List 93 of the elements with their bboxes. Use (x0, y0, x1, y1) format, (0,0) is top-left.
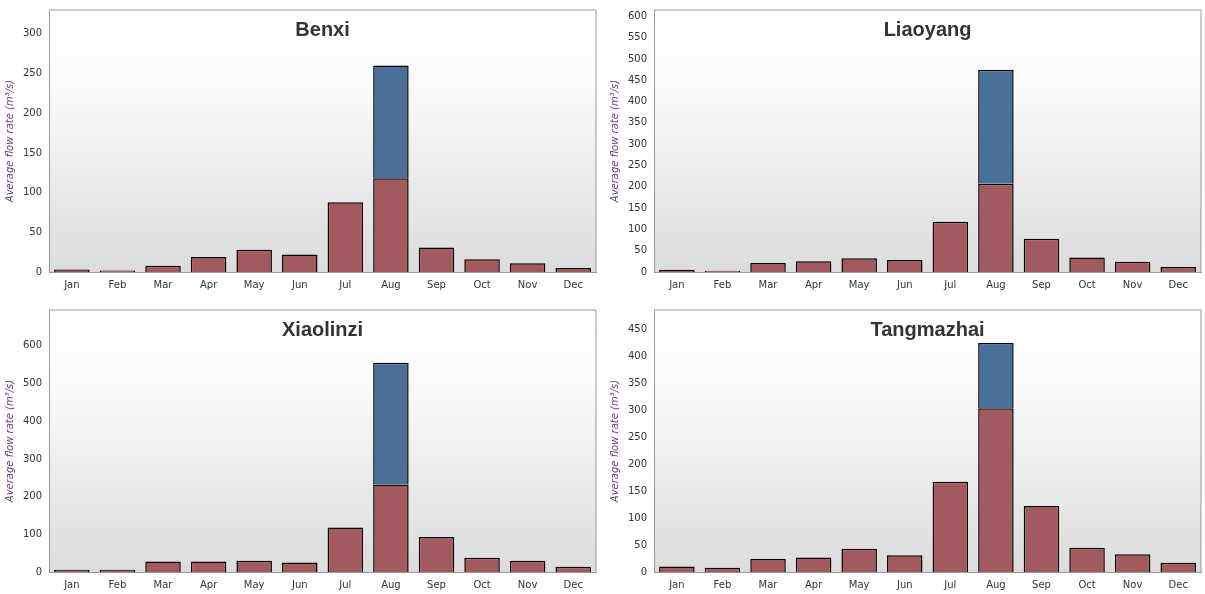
y-tick-label: 250 (627, 159, 648, 171)
y-tick-label: 0 (640, 265, 648, 277)
y-axis-title: Average flow rate (m³/s) (608, 79, 620, 204)
x-tick-label: Jun (290, 278, 308, 290)
chart-title: Benxi (295, 17, 350, 40)
x-tick-label: May (848, 578, 870, 590)
x-tick-label: Oct (473, 278, 491, 290)
x-tick-label: Sep (427, 278, 446, 290)
y-tick-label: 450 (627, 73, 648, 85)
x-tick-label: May (243, 578, 265, 590)
y-tick-label: 250 (22, 67, 43, 79)
x-tick-label: Nov (517, 278, 538, 290)
y-tick-label: 0 (35, 565, 43, 577)
x-tick-label: Jan (668, 578, 685, 590)
x-tick-label: Jan (63, 578, 80, 590)
y-tick-label: 150 (22, 146, 43, 158)
x-tick-label: Dec (563, 278, 583, 290)
x-tick-label: Oct (473, 578, 491, 590)
y-tick-label: 350 (627, 376, 648, 388)
x-tick-label: Mar (153, 278, 174, 290)
x-tick-label: Mar (758, 278, 779, 290)
y-tick-label: 550 (627, 31, 648, 43)
x-tick-label: Jan (668, 278, 685, 290)
y-tick-label: 150 (627, 484, 648, 496)
x-tick-label: Jun (290, 578, 308, 590)
x-tick-label: Aug (986, 578, 1006, 590)
y-tick-label: 300 (22, 27, 43, 39)
y-tick-label: 100 (22, 186, 43, 198)
x-tick-label: Aug (381, 278, 401, 290)
x-tick-label: Dec (563, 578, 583, 590)
y-tick-label: 400 (627, 95, 648, 107)
x-tick-label: Jul (338, 578, 352, 590)
chart-title: Tangmazhai (870, 317, 985, 340)
x-tick-label: Feb (108, 278, 127, 290)
x-tick-label: Jul (338, 278, 352, 290)
x-tick-label: Jun (895, 278, 913, 290)
y-tick-label: 50 (634, 244, 648, 256)
y-tick-label: 50 (634, 538, 648, 550)
y-tick-label: 200 (627, 457, 648, 469)
y-tick-label: 600 (627, 9, 648, 21)
x-tick-label: Dec (1168, 278, 1188, 290)
x-tick-label: Feb (713, 578, 732, 590)
x-tick-label: Mar (153, 578, 174, 590)
x-tick-label: Nov (517, 578, 538, 590)
y-tick-label: 50 (29, 225, 43, 237)
y-tick-label: 500 (22, 377, 43, 389)
y-tick-label: 400 (22, 414, 43, 426)
x-tick-label: Mar (758, 578, 779, 590)
y-tick-label: 200 (627, 180, 648, 192)
x-tick-label: Oct (1078, 278, 1096, 290)
y-tick-label: 400 (627, 349, 648, 361)
x-tick-label: Aug (381, 578, 401, 590)
x-tick-label: Aug (986, 278, 1006, 290)
y-tick-label: 200 (22, 106, 43, 118)
x-tick-label: Apr (199, 578, 219, 590)
x-tick-label: Jul (943, 578, 957, 590)
x-tick-label: Jan (63, 278, 80, 290)
chart-title: Liaoyang (883, 17, 972, 40)
x-tick-label: Jul (943, 278, 957, 290)
x-tick-label: Apr (199, 278, 219, 290)
y-tick-label: 600 (22, 339, 43, 351)
y-tick-label: 300 (627, 403, 648, 415)
x-tick-label: Nov (1122, 278, 1143, 290)
chart-title: Xiaolinzi (281, 317, 364, 340)
x-tick-label: Sep (427, 578, 446, 590)
x-tick-label: Sep (1032, 578, 1051, 590)
x-tick-label: Dec (1168, 578, 1188, 590)
y-tick-label: 100 (627, 511, 648, 523)
x-tick-label: Sep (1032, 278, 1051, 290)
x-tick-label: Apr (804, 578, 824, 590)
x-tick-label: Jun (895, 578, 913, 590)
y-tick-label: 150 (627, 201, 648, 213)
y-axis-title: Average flow rate (m³/s) (3, 79, 15, 204)
x-tick-label: Oct (1078, 578, 1096, 590)
x-tick-label: May (848, 278, 870, 290)
y-tick-label: 200 (22, 490, 43, 502)
y-tick-label: 450 (627, 322, 648, 334)
y-tick-label: 100 (22, 527, 43, 539)
y-tick-label: 250 (627, 430, 648, 442)
y-tick-label: 0 (640, 565, 648, 577)
y-tick-label: 300 (22, 452, 43, 464)
y-axis-title: Average flow rate (m³/s) (608, 379, 620, 504)
x-tick-label: Feb (713, 278, 732, 290)
y-tick-label: 100 (627, 222, 648, 234)
x-tick-label: Nov (1122, 578, 1143, 590)
y-tick-label: 500 (627, 52, 648, 64)
y-axis-title: Average flow rate (m³/s) (3, 379, 15, 504)
x-tick-label: Apr (804, 278, 824, 290)
y-tick-label: 350 (627, 116, 648, 128)
x-tick-label: May (243, 278, 265, 290)
x-tick-label: Feb (108, 578, 127, 590)
y-tick-label: 300 (627, 137, 648, 149)
y-tick-label: 0 (35, 265, 43, 277)
